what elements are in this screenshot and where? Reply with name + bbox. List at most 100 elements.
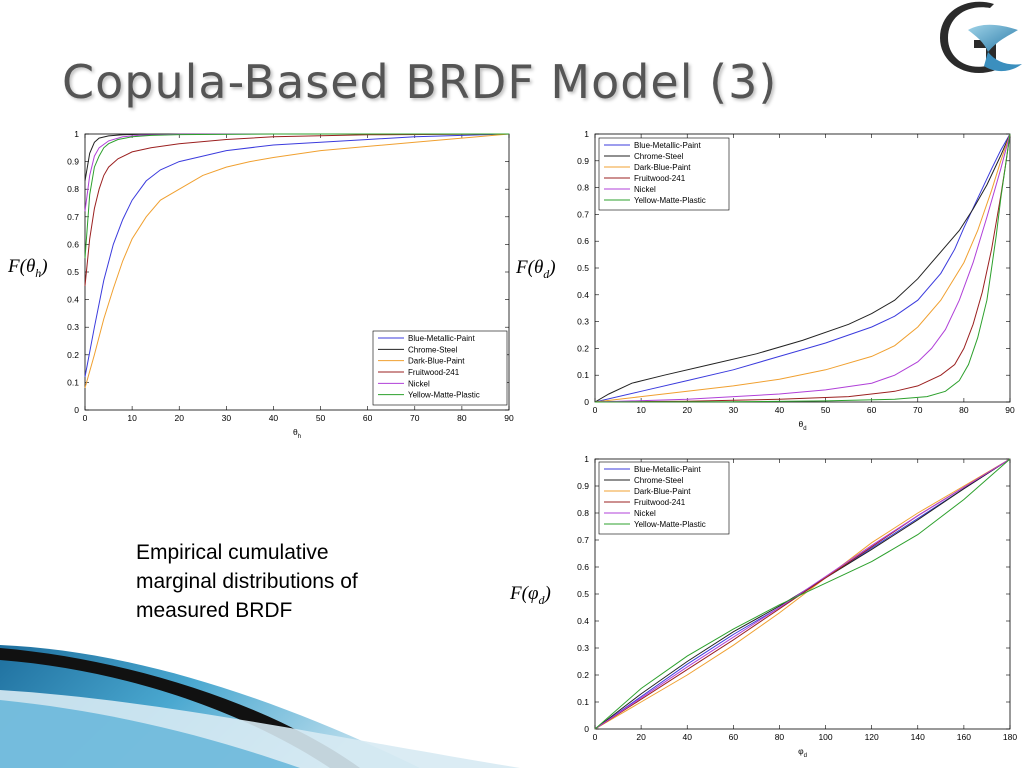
series-line-fruitwood-241	[84, 133, 510, 286]
y-tick-label: 0.6	[67, 239, 79, 249]
f-theta-h-label: F(θh)	[8, 256, 48, 280]
y-tick-label: 0.1	[67, 377, 79, 387]
legend-label: Yellow-Matte-Plastic	[408, 391, 480, 400]
series-line-dark-blue-paint	[84, 133, 510, 389]
y-tick-label: 0	[74, 405, 79, 415]
y-tick-label: 1	[584, 129, 589, 139]
x-tick-label: 100	[818, 732, 832, 742]
y-tick-label: 0.7	[577, 209, 589, 219]
x-tick-label: 20	[636, 732, 646, 742]
series-line-fruitwood-241	[594, 133, 1011, 403]
x-tick-label: 80	[775, 732, 785, 742]
legend-label: Nickel	[408, 379, 430, 388]
x-axis-label: φd	[798, 746, 807, 759]
f-phi-d-label: F(φd)	[510, 583, 551, 607]
caption-line: Empirical cumulative	[136, 541, 329, 564]
series-line-blue-metallic-paint	[594, 133, 1011, 403]
y-tick-label: 0.5	[67, 267, 79, 277]
y-tick-label: 0.6	[577, 562, 589, 572]
y-tick-label: 0.9	[67, 157, 79, 167]
y-tick-label: 0.5	[577, 589, 589, 599]
x-tick-label: 80	[959, 405, 969, 415]
x-tick-label: 50	[821, 405, 831, 415]
x-tick-label: 10	[127, 413, 137, 423]
x-tick-label: 20	[682, 405, 692, 415]
y-tick-label: 0.8	[67, 184, 79, 194]
x-tick-label: 160	[957, 732, 971, 742]
legend-label: Blue-Metallic-Paint	[408, 334, 475, 343]
y-tick-label: 0.7	[67, 212, 79, 222]
y-tick-label: 0.2	[67, 350, 79, 360]
x-tick-label: 50	[316, 413, 326, 423]
x-tick-label: 40	[775, 405, 785, 415]
series-line-nickel	[594, 458, 1011, 730]
x-tick-label: 90	[1005, 405, 1015, 415]
y-tick-label: 0.2	[577, 343, 589, 353]
series-line-blue-metallic-paint	[594, 458, 1011, 730]
series-line-dark-blue-paint	[594, 133, 1011, 403]
legend-label: Dark-Blue-Paint	[634, 487, 691, 496]
y-tick-label: 1	[584, 454, 589, 464]
x-axis-label: θh	[293, 427, 301, 440]
legend-label: Chrome-Steel	[408, 345, 458, 354]
y-tick-label: 0.1	[577, 697, 589, 707]
x-tick-label: 120	[865, 732, 879, 742]
x-tick-label: 180	[1003, 732, 1017, 742]
theta-h-cdf-chart: 0 10 20 30 40 50 60 70 80 90 0 0.1 0.2 0.3 0.4 0.5 0.6 0.…	[67, 129, 514, 440]
legend-label: Chrome-Steel	[634, 476, 684, 485]
x-axis-label: θd	[798, 419, 806, 432]
caption: Empirical cumulative marginal distributi…	[136, 538, 436, 625]
f-theta-d-label: F(θd)	[516, 257, 556, 281]
x-tick-label: 40	[682, 732, 692, 742]
x-tick-label: 60	[867, 405, 877, 415]
y-tick-label: 0.8	[577, 508, 589, 518]
y-tick-label: 0	[584, 724, 589, 734]
series-line-blue-metallic-paint	[84, 133, 510, 377]
x-tick-label: 60	[729, 732, 739, 742]
series-line-yellow-matte-plastic	[594, 458, 1011, 730]
y-tick-label: 1	[74, 129, 79, 139]
y-tick-label: 0.3	[577, 643, 589, 653]
y-tick-label: 0.1	[577, 370, 589, 380]
legend-label: Dark-Blue-Paint	[634, 163, 691, 172]
x-tick-label: 0	[593, 732, 598, 742]
series-line-chrome-steel	[594, 133, 1011, 403]
slide-title: Copula-Based BRDF Model (3)	[62, 55, 778, 109]
series-line-dark-blue-paint	[594, 458, 1011, 730]
legend-label: Blue-Metallic-Paint	[634, 465, 701, 474]
legend-label: Dark-Blue-Paint	[408, 357, 465, 366]
y-tick-label: 0.6	[577, 236, 589, 246]
x-tick-label: 0	[593, 405, 598, 415]
x-tick-label: 60	[363, 413, 373, 423]
legend-box	[372, 330, 508, 406]
y-tick-label: 0.5	[577, 263, 589, 273]
series-line-nickel	[594, 133, 1011, 403]
legend-label: Fruitwood-241	[634, 498, 686, 507]
legend-label: Fruitwood-241	[408, 368, 460, 377]
legend-label: Yellow-Matte-Plastic	[634, 520, 706, 529]
y-tick-label: 0	[584, 397, 589, 407]
y-tick-label: 0.3	[67, 322, 79, 332]
legend-box	[598, 461, 730, 535]
y-tick-label: 0.2	[577, 670, 589, 680]
y-tick-label: 0.7	[577, 535, 589, 545]
x-tick-label: 90	[504, 413, 514, 423]
y-tick-label: 0.3	[577, 317, 589, 327]
caption-line: marginal distributions of	[136, 570, 358, 593]
legend-label: Fruitwood-241	[634, 174, 686, 183]
x-tick-label: 70	[410, 413, 420, 423]
x-tick-label: 40	[269, 413, 279, 423]
series-line-yellow-matte-plastic	[84, 133, 509, 259]
y-tick-label: 0.8	[577, 183, 589, 193]
caption-line: measured BRDF	[136, 599, 293, 622]
y-tick-label: 0.9	[577, 481, 589, 491]
y-tick-label: 0.9	[577, 156, 589, 166]
x-tick-label: 30	[729, 405, 739, 415]
x-tick-label: 20	[174, 413, 184, 423]
y-tick-label: 0.4	[577, 616, 589, 626]
series-line-yellow-matte-plastic	[594, 133, 1011, 403]
x-tick-label: 140	[911, 732, 925, 742]
legend-label: Blue-Metallic-Paint	[634, 141, 701, 150]
x-tick-label: 30	[222, 413, 232, 423]
legend-label: Yellow-Matte-Plastic	[634, 196, 706, 205]
